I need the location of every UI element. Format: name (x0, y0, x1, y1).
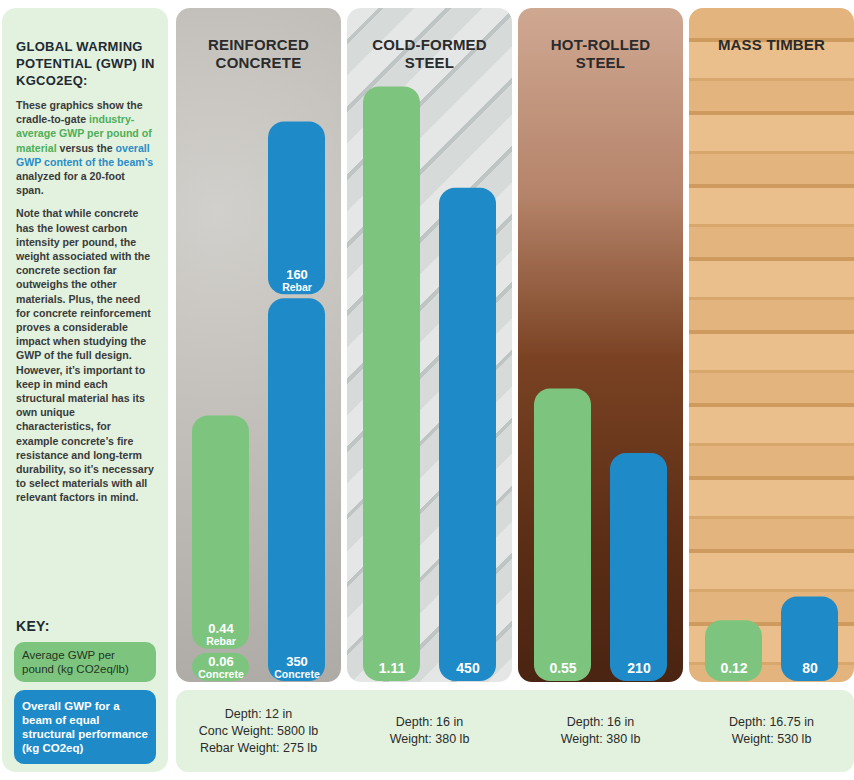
html-text:Rebar Weight: 275 lb: Rebar Weight: 275 lb (199, 740, 318, 755)
html-text:Depth: 16 in: Depth: 16 in (395, 715, 464, 729)
svg-text:0.12: 0.12 (720, 660, 747, 676)
svg-text:Rebar: Rebar (282, 281, 312, 293)
svg-text:80: 80 (802, 660, 818, 676)
svg-text:210: 210 (627, 660, 651, 676)
svg-text:0.06: 0.06 (208, 654, 233, 669)
html-text:Depth: 12 in: Depth: 12 in (224, 706, 293, 721)
html-text:Depth: 16 in: Depth: 16 in (566, 715, 635, 729)
html-text:KEY:: KEY: (16, 618, 50, 634)
html-text:HOT-ROLLED STEEL: HOT-ROLLED STEEL (550, 36, 651, 71)
html-text:Overall GWP for a beam of equa: Overall GWP for a beam of equal structur… (22, 700, 148, 754)
html-text:Depth: 16.75 in: Depth: 16.75 in (729, 715, 814, 729)
html-text:GLOBAL WARMING POTENTIAL (GWP): GLOBAL WARMING POTENTIAL (GWP) IN KGCO2E… (16, 39, 155, 88)
html-text:Weight: 380 lb: Weight: 380 lb (389, 732, 470, 746)
svg-text:Concrete: Concrete (198, 668, 244, 680)
svg-text:0.44: 0.44 (208, 621, 234, 636)
svg-text:350: 350 (286, 654, 308, 669)
svg-text:160: 160 (286, 267, 308, 282)
html-text:MASS TIMBER: MASS TIMBER (717, 36, 826, 53)
svg-text:450: 450 (456, 660, 480, 676)
html-text:REINFORCED CONCRETE: REINFORCED CONCRETE (207, 36, 310, 71)
html-text:These graphics show the cradle: These graphics show the cradle-to-gate i… (16, 99, 154, 168)
html-text:COLD-FORMED STEEL: COLD-FORMED STEEL (372, 36, 487, 71)
html-text:Conc Weight: 5800 lb: Conc Weight: 5800 lb (198, 723, 319, 738)
html-text:Weight: 380 lb: Weight: 380 lb (560, 732, 641, 746)
svg-text:0.55: 0.55 (549, 660, 576, 676)
svg-text:Concrete: Concrete (274, 668, 320, 680)
svg-text:1.11: 1.11 (379, 660, 406, 676)
svg-text:Rebar: Rebar (206, 635, 236, 647)
html-text:Average GWP per pound (kg CO2e: Average GWP per pound (kg CO2eq/lb) (22, 649, 129, 675)
html-text:Note that while concrete has t: Note that while concrete has the lowest … (16, 207, 154, 504)
html-text:analyzed for a 20-foot span.: analyzed for a 20-foot span. (16, 170, 125, 197)
html-text:Weight: 530 lb: Weight: 530 lb (731, 732, 812, 746)
